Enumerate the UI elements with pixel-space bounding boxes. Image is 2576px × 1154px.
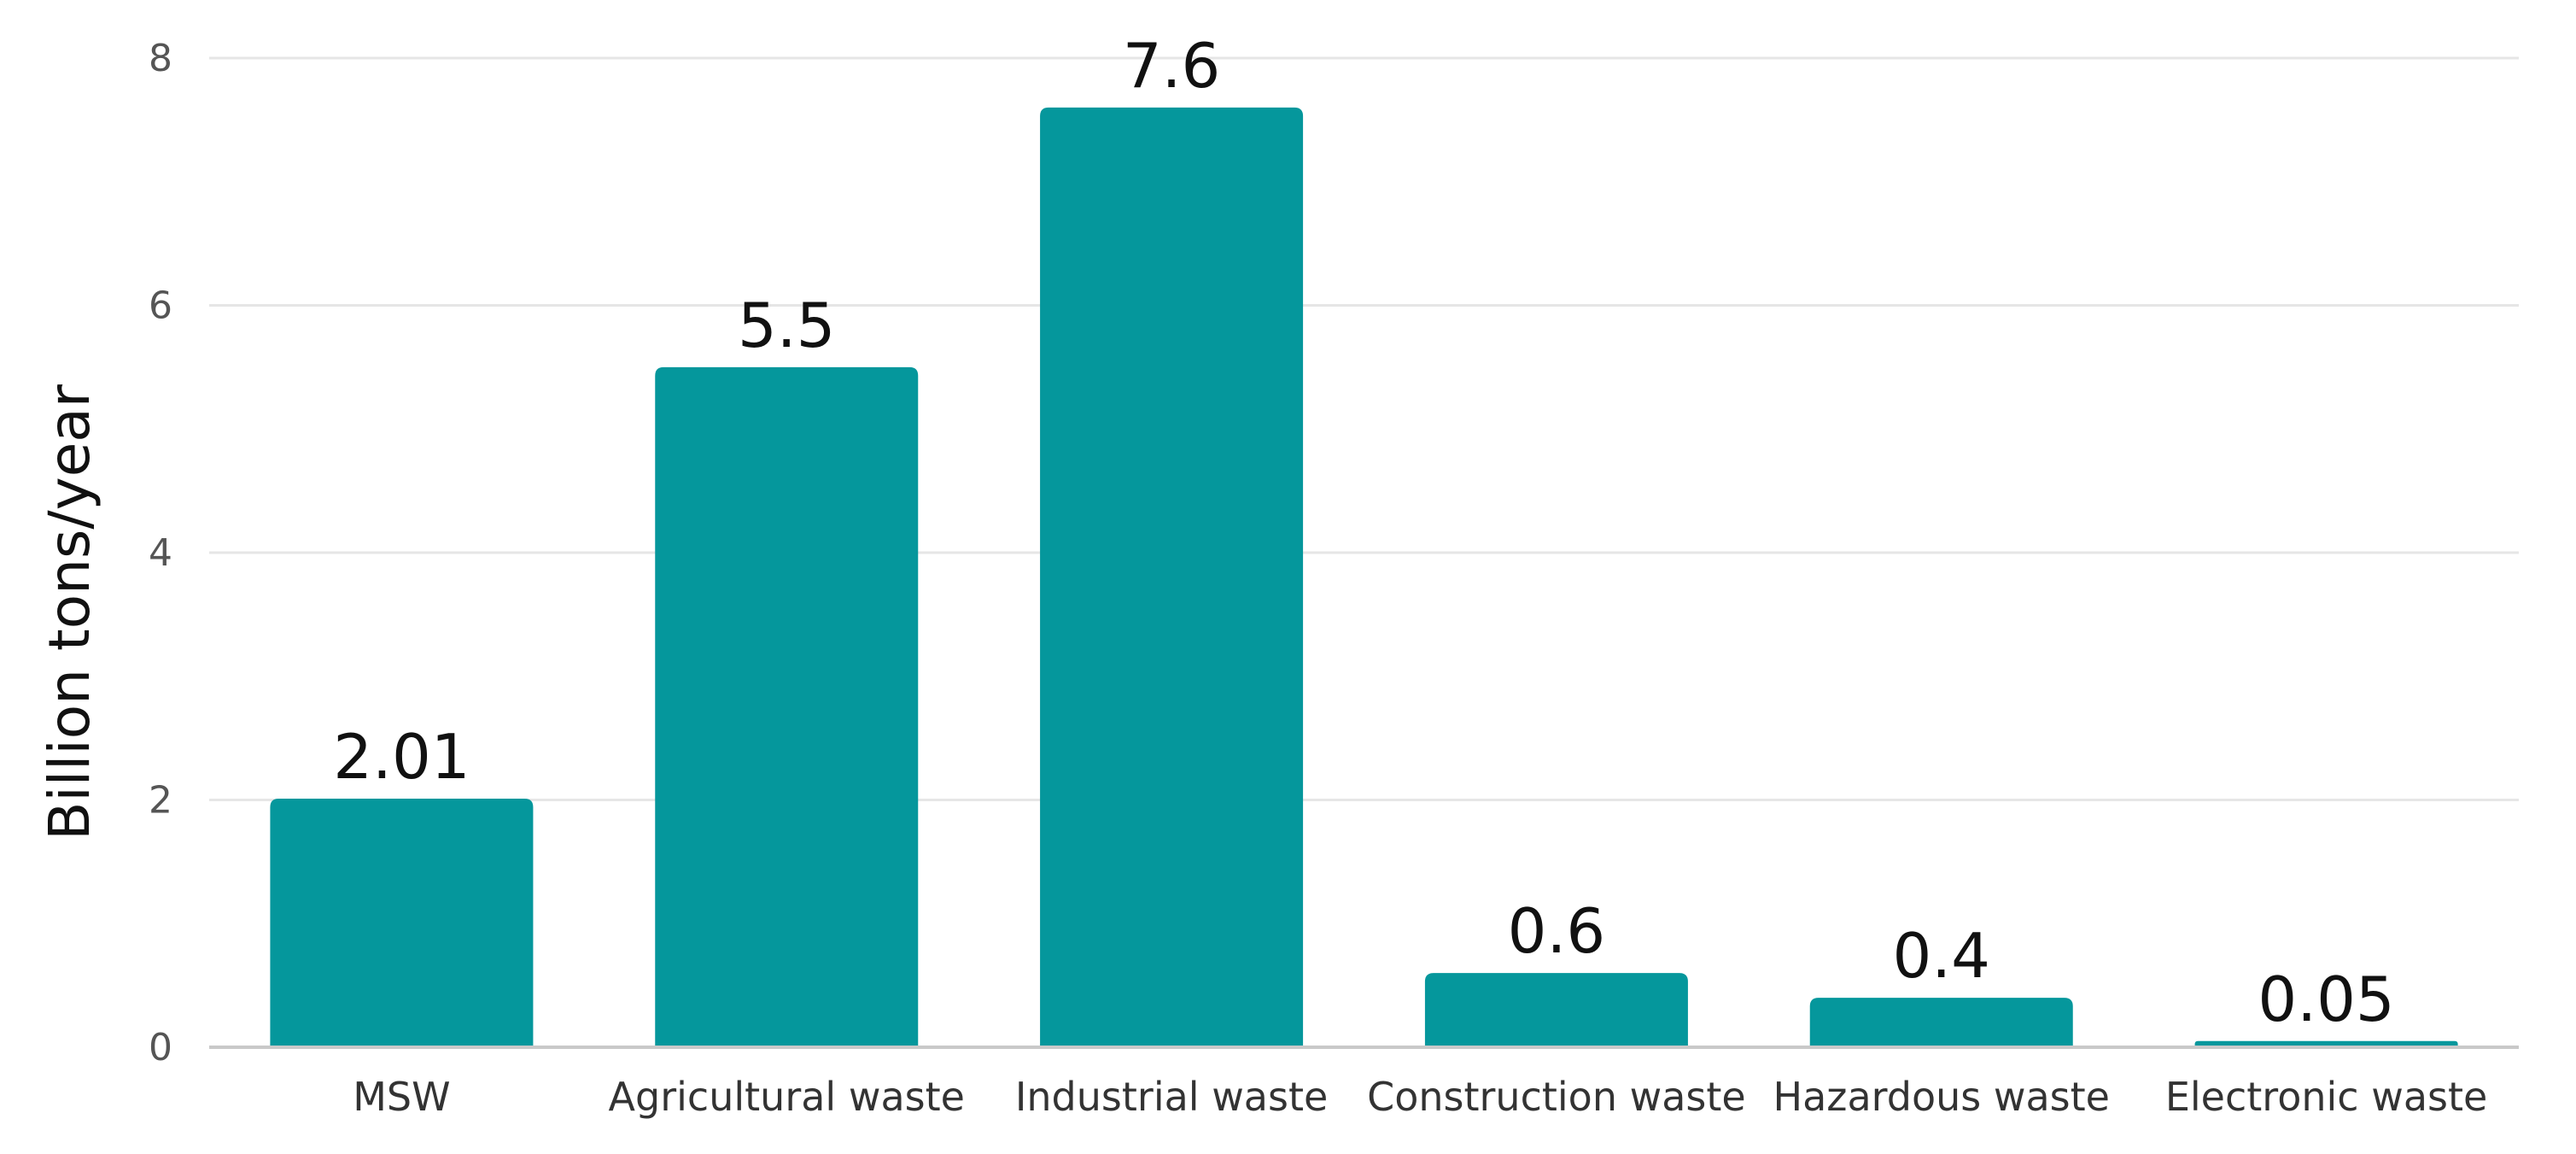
y-axis-title: Billion tons/year [37,384,102,841]
bars [270,107,2458,1047]
x-category-label: Industrial waste [1015,1074,1328,1120]
x-category-label: Hazardous waste [1773,1074,2110,1120]
data-label: 2.01 [333,721,470,793]
data-labels: 2.01 5.5 7.6 0.6 0.4 0.05 [333,30,2394,1035]
x-category-label: MSW [353,1074,450,1120]
bar-hazardous-waste [1809,998,2073,1047]
bar-msw [270,799,534,1047]
data-label: 5.5 [738,290,836,361]
x-category-label: Agricultural waste [609,1074,965,1120]
bar-industrial-waste [1040,107,1304,1047]
y-tick-label: 0 [149,1026,172,1069]
data-label: 0.05 [2258,964,2394,1035]
data-label: 0.4 [1892,920,1990,992]
data-label: 0.6 [1508,895,1606,967]
x-axis-labels: MSW Agricultural waste Industrial waste Con… [353,1074,2487,1120]
x-category-label: Electronic waste [2165,1074,2487,1120]
grid-lines [209,56,2519,801]
x-category-label: Construction waste [1367,1074,1746,1120]
data-label: 7.6 [1123,30,1221,102]
bar-construction-waste [1424,973,1688,1047]
y-tick-label: 2 [149,779,172,823]
y-tick-label: 8 [149,37,172,80]
y-tick-label: 6 [149,284,172,328]
y-tick-label: 4 [149,531,172,575]
y-axis-ticks: 0 2 4 6 8 [149,37,172,1069]
bar-agricultural-waste [655,366,919,1047]
